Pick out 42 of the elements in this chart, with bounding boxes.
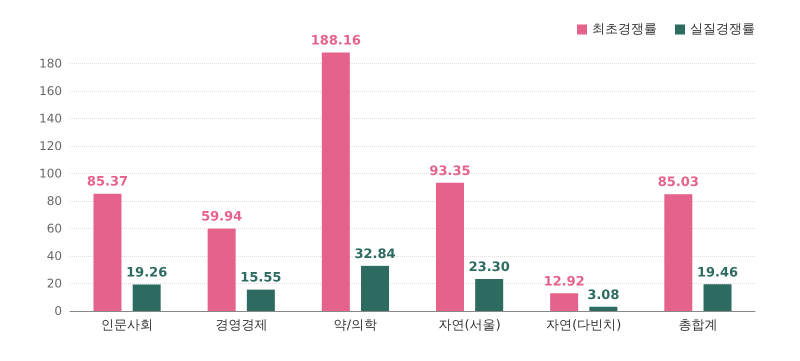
text: 32.84 (354, 246, 396, 262)
bar (322, 52, 350, 311)
bar (436, 182, 464, 311)
y-tick-label: 80 (46, 194, 62, 208)
x-tick-label: 자연(다빈치) (546, 318, 622, 333)
text: 85.37 (86, 174, 128, 190)
bar (246, 290, 275, 311)
y-tick-label: 160 (39, 84, 62, 98)
y-tick-label: 180 (39, 56, 62, 71)
bar (132, 284, 161, 311)
y-tick-label: 120 (39, 139, 62, 154)
text: 93.35 (429, 164, 471, 179)
bar (93, 194, 122, 311)
x-tick-label: 총합계 (678, 318, 718, 333)
y-tick-label: 0 (54, 304, 62, 318)
y-tick-label: 140 (39, 112, 62, 126)
y-tick-label: 60 (46, 222, 62, 236)
x-tick-label: 자연(서울) (438, 318, 501, 333)
bar (475, 278, 504, 311)
y-tick-label: 20 (46, 276, 62, 291)
text: 15.55 (240, 270, 282, 286)
text: 19.46 (696, 265, 738, 280)
bar (589, 306, 618, 311)
bar (208, 228, 236, 311)
bar (361, 266, 390, 311)
bar (704, 284, 732, 311)
legend-label: 최초경쟁률 (592, 22, 657, 37)
text: 3.08 (587, 288, 620, 303)
x-tick-label: 인문사회 (101, 318, 154, 333)
legend-label: 실질경쟁률 (690, 22, 755, 37)
x-tick-label: 약/의학 (334, 318, 378, 333)
x-tick-label: 경영경제 (215, 318, 268, 333)
text: 23.30 (468, 260, 510, 275)
text: 12.92 (544, 274, 585, 290)
bar (550, 293, 578, 311)
text: 188.16 (310, 34, 361, 49)
y-tick-label: 40 (46, 249, 62, 264)
text: 85.03 (658, 175, 699, 190)
bar (664, 194, 692, 311)
text: 59.94 (201, 210, 242, 225)
y-tick-label: 100 (39, 166, 62, 181)
text: 19.26 (126, 266, 168, 281)
